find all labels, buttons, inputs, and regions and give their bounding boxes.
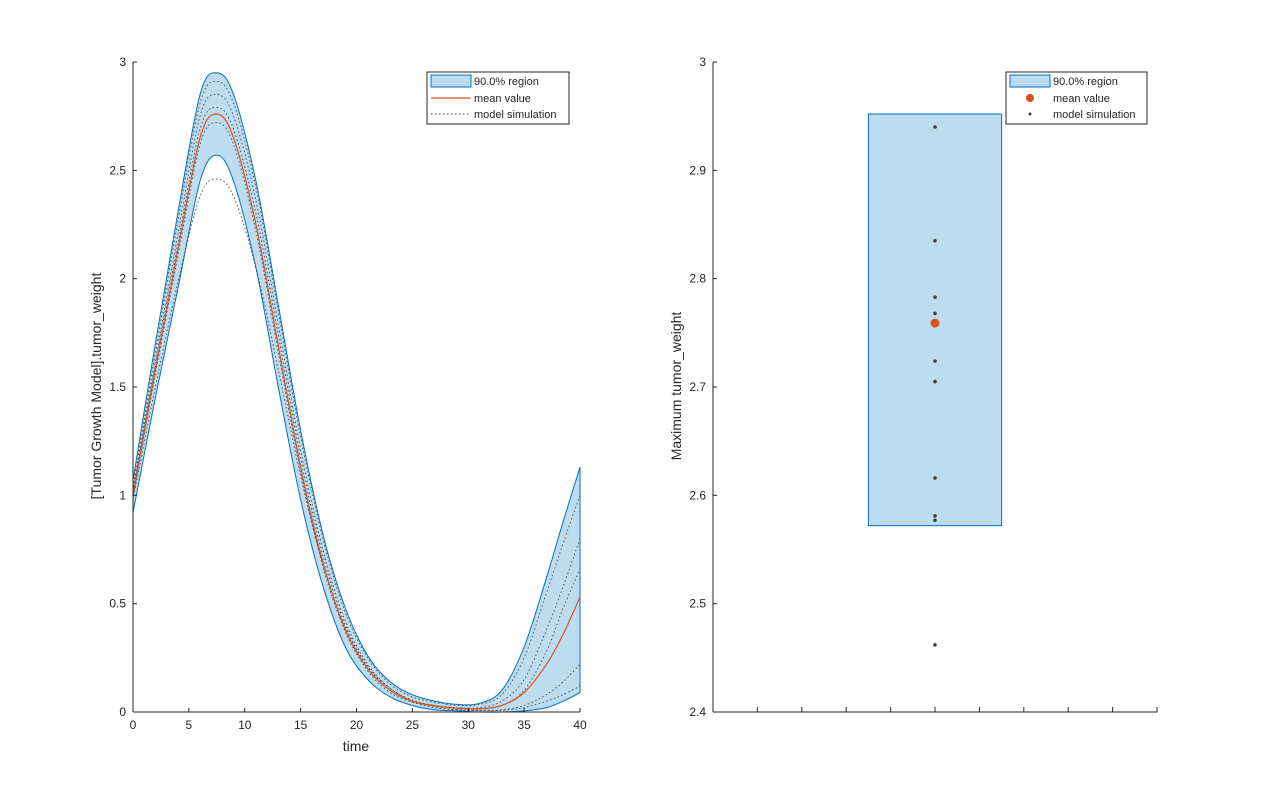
legend-label-region: 90.0% region	[1053, 76, 1118, 88]
y-tick-label: 3	[699, 55, 706, 69]
region-upper-edge	[132, 72, 581, 706]
simulation-point	[933, 518, 937, 523]
legend-swatch-region	[430, 74, 472, 88]
y-tick-label: 2.6	[689, 488, 706, 502]
y-tick-label: 2.8	[689, 272, 706, 286]
simulation-line	[132, 107, 581, 709]
legend-label-mean: mean value	[474, 93, 531, 105]
simulation-line	[132, 81, 581, 707]
y-tick-label: 2.7	[689, 380, 706, 394]
x-tick-label: 25	[406, 718, 420, 732]
y-tick-label: 0	[119, 705, 126, 719]
legend-swatch-mean	[1026, 94, 1034, 102]
y-tick-label: 2.9	[689, 163, 706, 177]
region-fill	[133, 72, 580, 713]
x-tick-label: 0	[130, 718, 137, 732]
simulation-point	[933, 643, 937, 647]
mean-point	[930, 318, 940, 328]
y-tick-label: 2.5	[689, 597, 706, 611]
x-axis-label: time	[343, 738, 370, 754]
mean-line-group	[132, 113, 581, 710]
legend-label-region: 90.0% region	[474, 76, 539, 88]
y-axis-label: [Tumor Growth Model].tumor_weight	[88, 273, 104, 500]
legend-swatch-region	[1009, 74, 1051, 88]
y-tick-label: 1.5	[109, 380, 126, 394]
x-tick-label: 30	[462, 718, 476, 732]
region-band	[132, 72, 581, 713]
region-lower-edge	[132, 154, 581, 713]
legend-label-sim: model simulation	[474, 109, 557, 121]
mean-line	[132, 113, 581, 710]
y-tick-label: 1	[119, 488, 126, 502]
axes-left: 0 5 10 15 20 25 30 35 40 0 0.5 1 1.5 2 2.5 3	[109, 55, 587, 732]
x-tick-label: 40	[573, 718, 587, 732]
simulation-point	[933, 379, 937, 384]
legend-right: 90.0% region mean value model simulation	[1005, 71, 1148, 125]
y-tick-label: 2.5	[109, 163, 126, 177]
x-tick-label: 15	[294, 718, 308, 732]
simulation-point	[933, 476, 937, 480]
x-tick-label: 5	[186, 718, 193, 732]
simulation-point	[933, 311, 937, 316]
simulation-point	[933, 125, 937, 129]
y-tick-label: 2	[119, 272, 126, 286]
legend-swatch-sim	[1028, 112, 1032, 116]
simulation-point	[933, 295, 937, 299]
simulation-line	[132, 94, 581, 710]
x-tick-label: 10	[238, 718, 252, 732]
legend-left: 90.0% region mean value model simulation	[426, 71, 570, 125]
simulation-point	[933, 238, 937, 243]
simulation-point	[933, 359, 937, 363]
y-axis-label-right: Maximum tumor_weight	[668, 312, 684, 461]
x-tick-label: 20	[350, 718, 364, 732]
time-course-plot: 0 5 10 15 20 25 30 35 40 0 0.5 1 1.5 2 2.5 3 time [Tumo…	[88, 55, 587, 754]
legend-label-mean: mean value	[1053, 93, 1110, 105]
x-tick-label: 35	[517, 718, 531, 732]
simulation-point	[933, 514, 937, 518]
y-tick-label: 2.4	[689, 705, 706, 719]
axes-right: 2.4 2.5 2.6 2.7 2.8 2.9 3	[689, 55, 1158, 719]
maximum-weight-plot: 2.4 2.5 2.6 2.7 2.8 2.9 3 Maximum tumor_weight…	[668, 55, 1158, 719]
legend-label-sim: model simulation	[1053, 109, 1136, 121]
simulation-points	[930, 125, 940, 647]
y-tick-label: 0.5	[109, 597, 126, 611]
simulation-line	[132, 122, 581, 712]
y-tick-label: 3	[119, 55, 126, 69]
simulation-line	[132, 178, 581, 711]
